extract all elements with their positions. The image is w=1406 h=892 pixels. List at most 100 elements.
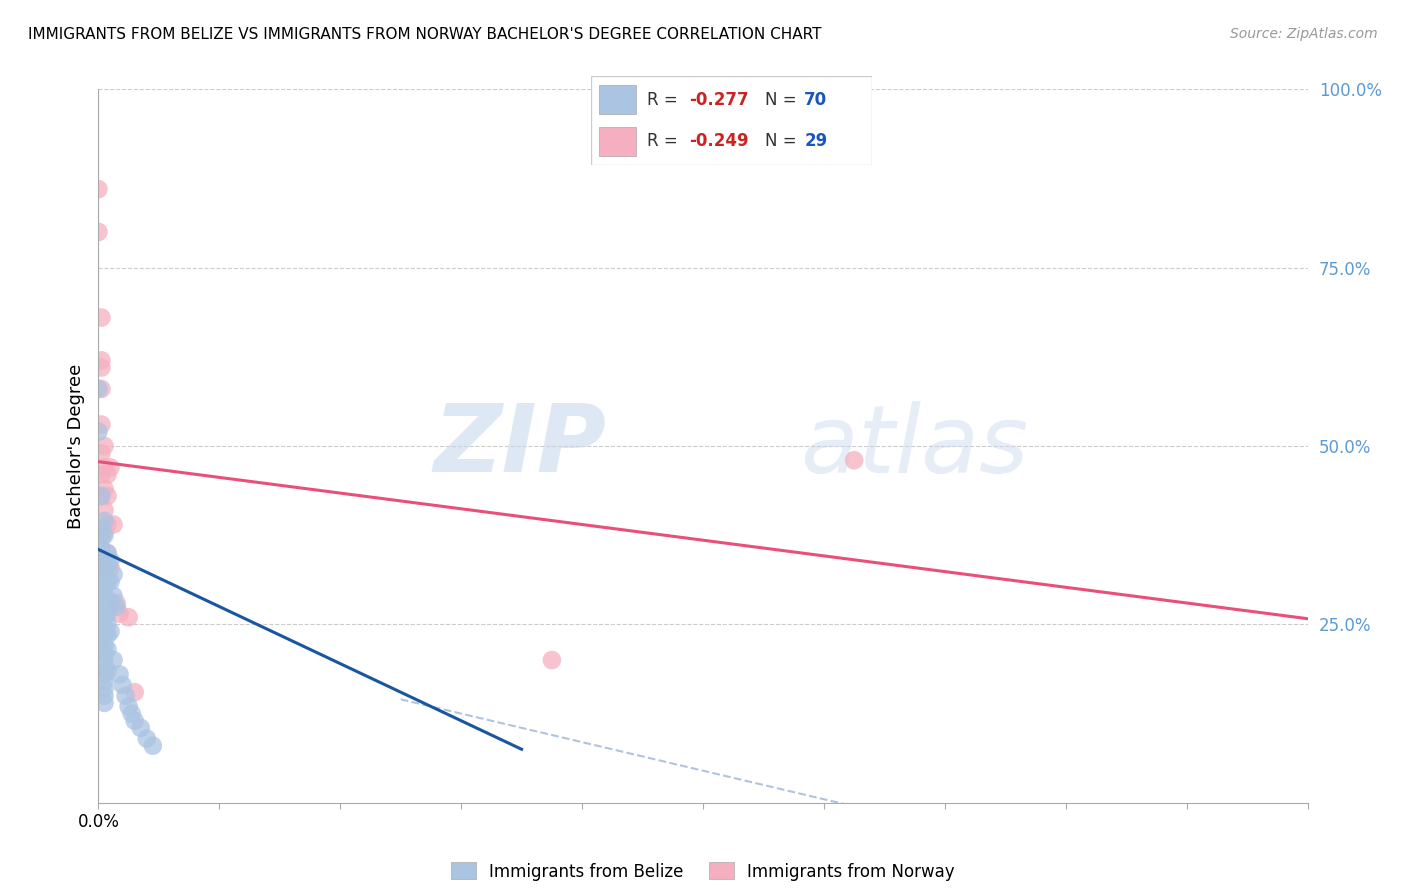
Point [114,689,136,703]
Point [90,632,112,646]
FancyBboxPatch shape [599,127,636,156]
Point [90,596,112,610]
Point [93,596,115,610]
Point [90,489,112,503]
Point [108,607,131,621]
Point [90,382,112,396]
Point [108,667,131,681]
Point [90,574,112,589]
Point [90,353,112,368]
Point [93,578,115,592]
Point [540,653,562,667]
Text: ZIP: ZIP [433,400,606,492]
Point [118,699,141,714]
Point [103,653,125,667]
Point [96,592,118,607]
Point [90,532,112,546]
Point [96,546,118,560]
Point [124,714,146,728]
Point [135,731,157,746]
Point [93,660,115,674]
Text: atlas: atlas [800,401,1028,491]
Point [90,582,112,596]
Point [100,574,122,589]
Point [87,382,110,396]
Point [93,439,115,453]
Point [93,528,115,542]
Point [90,521,112,535]
Point [93,628,115,642]
Point [90,542,112,557]
Point [93,674,115,689]
Point [93,653,115,667]
Point [118,610,141,624]
Point [90,624,112,639]
Point [100,596,122,610]
Point [96,664,118,678]
Point [93,667,115,681]
Point [96,557,118,571]
Point [93,589,115,603]
Point [93,610,115,624]
Point [96,546,118,560]
Point [100,560,122,574]
Point [96,467,118,482]
Point [96,617,118,632]
Point [90,489,112,503]
Point [93,696,115,710]
Point [90,564,112,578]
Point [96,517,118,532]
Point [93,567,115,582]
Point [129,721,152,735]
Point [90,553,112,567]
Point [93,689,115,703]
Point [90,360,112,375]
Point [93,524,115,539]
Point [93,460,115,475]
Point [124,685,146,699]
Point [105,596,128,610]
Point [100,624,122,639]
Point [90,446,112,460]
Point [93,681,115,696]
Point [93,514,115,528]
Point [90,310,112,325]
Legend: Immigrants from Belize, Immigrants from Norway: Immigrants from Belize, Immigrants from … [444,855,962,888]
Point [844,453,866,467]
Point [121,706,143,721]
Point [90,607,112,621]
Point [87,225,110,239]
Point [90,621,112,635]
Point [96,642,118,657]
Point [90,585,112,599]
Point [105,599,128,614]
Point [87,425,110,439]
Point [93,621,115,635]
Point [90,628,112,642]
Point [93,503,115,517]
Point [100,460,122,475]
Text: N =: N = [765,91,801,109]
Point [103,567,125,582]
Point [93,549,115,564]
Text: Source: ZipAtlas.com: Source: ZipAtlas.com [1230,27,1378,41]
Text: 29: 29 [804,132,828,150]
Point [87,182,110,196]
Text: IMMIGRANTS FROM BELIZE VS IMMIGRANTS FROM NORWAY BACHELOR'S DEGREE CORRELATION C: IMMIGRANTS FROM BELIZE VS IMMIGRANTS FRO… [28,27,821,42]
Point [90,417,112,432]
Text: -0.277: -0.277 [689,91,748,109]
Point [111,678,134,692]
Text: R =: R = [647,91,683,109]
Point [93,482,115,496]
Point [96,628,118,642]
Point [100,553,122,567]
Point [90,617,112,632]
Point [142,739,165,753]
Point [90,635,112,649]
Point [96,489,118,503]
Point [93,646,115,660]
Point [90,560,112,574]
Point [93,560,115,574]
Point [90,610,112,624]
Point [103,517,125,532]
